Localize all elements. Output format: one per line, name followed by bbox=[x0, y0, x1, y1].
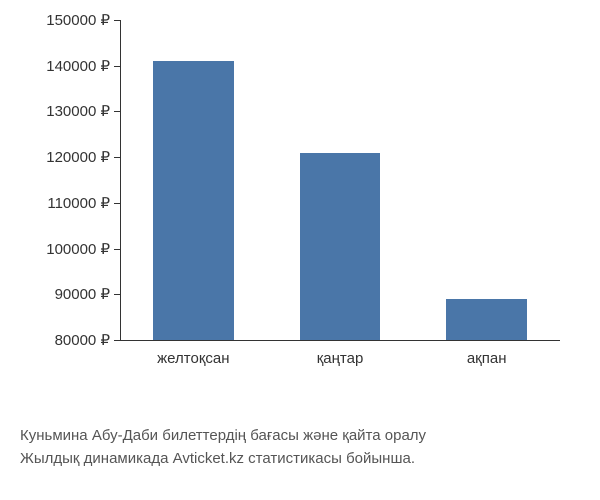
caption-line-2: Жылдық динамикада Avticket.kz статистика… bbox=[20, 448, 580, 471]
x-tick-label: қаңтар bbox=[317, 350, 364, 367]
x-tick-label: ақпан bbox=[467, 350, 507, 367]
y-tick-label: 100000 ₽ bbox=[46, 240, 110, 258]
y-tick-label: 90000 ₽ bbox=[55, 285, 110, 303]
x-axis: желтоқсан қаңтар ақпан bbox=[120, 340, 560, 380]
bar bbox=[300, 153, 381, 340]
y-tick-label: 120000 ₽ bbox=[46, 148, 110, 166]
y-tick-label: 80000 ₽ bbox=[55, 331, 110, 349]
chart-container: 80000 ₽ 90000 ₽ 100000 ₽ 110000 ₽ 120000 ₽ 13… bbox=[20, 20, 580, 400]
y-axis: 80000 ₽90000 ₽100000 ₽110000 ₽120000 ₽13… bbox=[20, 20, 120, 340]
plot-area bbox=[120, 20, 560, 340]
y-tick-label: 130000 ₽ bbox=[46, 102, 110, 120]
bar bbox=[153, 61, 234, 340]
caption-line-1: Куньмина Абу-Даби билеттердің бағасы жән… bbox=[20, 425, 580, 448]
y-tick-label: 150000 ₽ bbox=[46, 11, 110, 29]
chart-caption: Куньмина Абу-Даби билеттердің бағасы жән… bbox=[20, 425, 580, 470]
bar bbox=[446, 299, 527, 340]
y-tick-label: 140000 ₽ bbox=[46, 57, 110, 75]
x-tick-label: желтоқсан bbox=[157, 350, 229, 367]
y-tick-label: 110000 ₽ bbox=[47, 194, 110, 212]
